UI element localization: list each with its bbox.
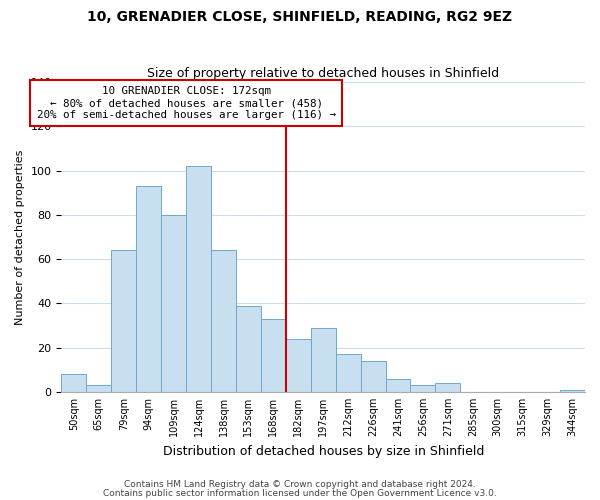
Bar (136, 186, 161, 392)
Y-axis label: Number of detached properties: Number of detached properties (15, 150, 25, 324)
Bar (161, 215, 186, 392)
Bar (436, 383, 460, 392)
Bar (311, 328, 335, 392)
Bar (261, 319, 286, 392)
Text: 10 GRENADIER CLOSE: 172sqm
← 80% of detached houses are smaller (458)
20% of sem: 10 GRENADIER CLOSE: 172sqm ← 80% of deta… (37, 86, 335, 120)
Bar (286, 339, 311, 392)
Bar (86, 386, 111, 392)
Bar (410, 386, 436, 392)
Bar (335, 354, 361, 392)
Text: 10, GRENADIER CLOSE, SHINFIELD, READING, RG2 9EZ: 10, GRENADIER CLOSE, SHINFIELD, READING,… (88, 10, 512, 24)
Text: Contains public sector information licensed under the Open Government Licence v3: Contains public sector information licen… (103, 489, 497, 498)
Bar (361, 361, 386, 392)
Bar (211, 250, 236, 392)
Text: Contains HM Land Registry data © Crown copyright and database right 2024.: Contains HM Land Registry data © Crown c… (124, 480, 476, 489)
Bar (186, 166, 211, 392)
Bar (236, 306, 261, 392)
Bar (386, 378, 410, 392)
Bar (560, 390, 585, 392)
X-axis label: Distribution of detached houses by size in Shinfield: Distribution of detached houses by size … (163, 444, 484, 458)
Title: Size of property relative to detached houses in Shinfield: Size of property relative to detached ho… (147, 66, 499, 80)
Bar (61, 374, 86, 392)
Bar (111, 250, 136, 392)
